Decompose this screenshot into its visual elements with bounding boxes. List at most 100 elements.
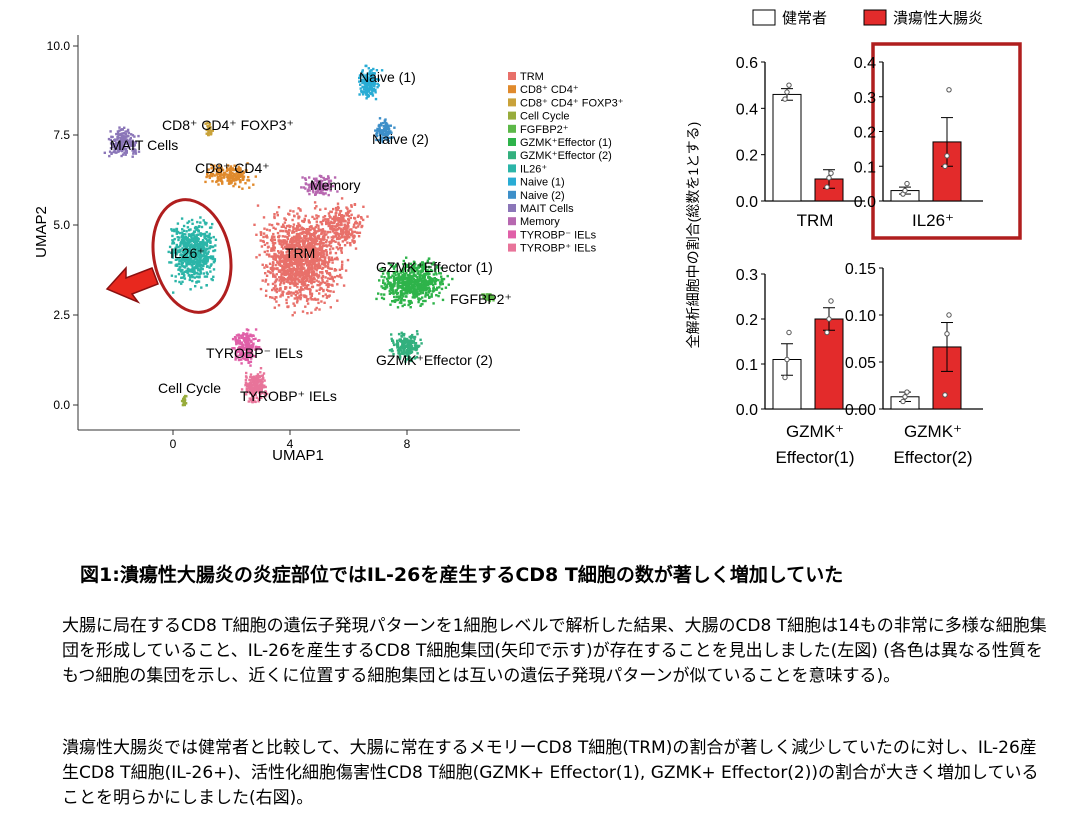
umap-point	[316, 235, 320, 238]
umap-point	[350, 205, 353, 208]
umap-point	[257, 391, 260, 394]
umap-point	[290, 269, 294, 272]
umap-point	[202, 272, 205, 275]
umap-point	[441, 280, 444, 283]
umap-point	[223, 171, 227, 175]
umap-point	[182, 224, 186, 228]
umap-point	[293, 274, 297, 278]
umap-point	[288, 266, 291, 269]
umap-point	[208, 174, 212, 177]
umap-point	[207, 129, 210, 133]
umap-point	[306, 239, 309, 243]
bar-panel-label: Effector(1)	[775, 448, 854, 467]
umap-legend-label: Naive (2)	[520, 190, 565, 202]
umap-point	[405, 276, 408, 279]
umap-point	[205, 231, 208, 234]
umap-point	[329, 242, 332, 245]
umap-point	[328, 294, 331, 297]
umap-point	[291, 230, 294, 233]
umap-point	[212, 169, 215, 173]
umap-point	[323, 244, 327, 247]
umap-point	[317, 215, 320, 218]
umap-point	[256, 347, 259, 351]
umap-point	[407, 342, 411, 345]
umap-point	[394, 289, 397, 292]
umap-point	[410, 339, 413, 342]
umap-point	[338, 275, 341, 278]
umap-point	[297, 264, 300, 267]
umap-point	[304, 255, 308, 259]
umap-point	[365, 93, 368, 96]
umap-point	[234, 178, 238, 182]
umap-point	[350, 232, 354, 236]
umap-point	[385, 284, 389, 287]
umap-point	[323, 258, 327, 261]
umap-point	[424, 285, 427, 288]
umap-point	[295, 255, 298, 258]
umap-point	[297, 278, 300, 281]
umap-point	[336, 228, 339, 231]
umap-point	[409, 306, 412, 309]
umap-point	[233, 164, 236, 167]
umap-point	[297, 259, 300, 262]
umap-point	[325, 270, 328, 273]
umap-point	[324, 256, 327, 259]
umap-point	[198, 261, 201, 264]
umap-point	[298, 225, 301, 228]
umap-point	[292, 273, 295, 276]
umap-point	[307, 229, 310, 232]
umap-point	[310, 292, 314, 295]
umap-point	[351, 240, 354, 243]
umap-point	[374, 91, 377, 94]
umap-point	[216, 179, 219, 183]
umap-point	[298, 264, 301, 267]
umap-point	[241, 187, 244, 190]
umap-point	[199, 241, 202, 244]
umap-point	[428, 282, 431, 286]
umap-point	[330, 236, 333, 239]
umap-point	[385, 134, 388, 137]
umap-point	[122, 143, 125, 147]
umap-point	[181, 276, 184, 279]
umap-point	[329, 306, 332, 309]
umap-point	[319, 244, 322, 247]
umap-point	[345, 214, 349, 217]
umap-point	[400, 335, 403, 338]
umap-point	[317, 227, 320, 230]
umap-point	[399, 299, 403, 302]
umap-point	[272, 238, 275, 241]
umap-legend-swatch	[508, 190, 516, 199]
umap-point	[184, 260, 187, 263]
umap-point	[196, 220, 199, 224]
umap-point	[268, 223, 271, 226]
umap-point	[326, 277, 330, 280]
umap-point	[325, 218, 328, 221]
umap-point	[434, 282, 437, 286]
umap-point	[190, 260, 193, 263]
umap-point	[420, 342, 423, 345]
umap-point	[397, 350, 401, 353]
umap-point	[194, 285, 197, 288]
umap-point	[310, 260, 313, 263]
umap-point	[332, 235, 335, 238]
umap-point	[337, 206, 340, 210]
umap-point	[272, 226, 275, 229]
umap-point	[202, 264, 205, 267]
data-point	[902, 394, 908, 400]
umap-point	[390, 131, 393, 134]
umap-point	[367, 67, 370, 70]
umap-point	[409, 287, 412, 291]
umap-point	[415, 266, 418, 270]
umap-point	[314, 308, 317, 311]
umap-point	[195, 244, 198, 248]
umap-point	[419, 292, 422, 295]
umap-point	[414, 342, 418, 345]
umap-point	[375, 69, 379, 72]
umap-point	[236, 355, 239, 358]
umap-point	[219, 170, 222, 174]
umap-point	[400, 297, 404, 300]
umap-point	[261, 239, 265, 243]
umap-point	[386, 272, 389, 275]
umap-point	[272, 258, 276, 261]
umap-point	[247, 387, 250, 390]
